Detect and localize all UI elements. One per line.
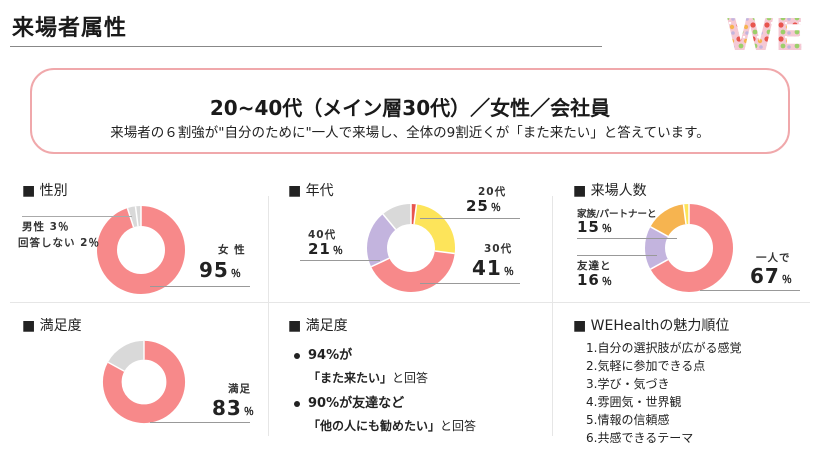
satisfaction-detail-list: 94%が 「また来たい」と回答 90%が友達など 「他の人にも勧めたい」と回答 [294,344,476,434]
age-separator-4 [370,257,390,268]
satisfaction-detail-item-2-quote: 「他の人にも勧めたい」と回答 [308,419,477,433]
age-separator-3 [434,250,455,255]
svg-text:WE: WE [726,10,805,56]
bullet-icon [294,352,300,359]
summary-headline: 20~40代（メイン層30代）／女性／会社員 [209,96,611,120]
companions-family-underline [577,238,677,239]
ranking-item-1: 1.自分の選択肢が広がる感覚 [586,341,742,355]
companions-friends-value: 16 ％ [577,271,613,289]
gender-male-label: 男性 3％ [22,221,70,233]
page-title: 来場者属性 [12,16,128,41]
age-40s-underline [300,260,380,261]
satisfaction-section-title: ■ 満足度 [22,318,82,334]
ranking-item-5: 5.情報の信頼感 [586,413,670,427]
age-separator-5 [382,213,397,230]
age-slice-2 [367,204,455,292]
companions-donut-chart [645,204,733,292]
companions-separator-3 [650,226,669,238]
companions-friends-underline [577,255,657,256]
age-40s-label: 40代 [308,229,337,241]
satisfaction-donut-chart [102,340,186,424]
satisfaction-value: 83 ％ [212,396,255,420]
bullet-icon [294,400,300,407]
gender-female-underline [150,286,250,287]
ranking-item-6: 6.共感できるテーマ [586,431,694,445]
companions-alone-label: 一人で [756,252,791,264]
companions-section-title: ■ 来場人数 [573,183,647,199]
gender-slice-1 [97,206,185,294]
age-20s-value: 25 ％ [466,197,502,215]
age-40s-value: 21 ％ [308,240,344,258]
ranking-list: 1.自分の選択肢が広がる感覚 2.気軽に参加できる点 3.学び・気づき 4.雰囲… [586,339,741,447]
age-20s-label: 20代 [478,186,507,198]
age-donut-chart [367,204,455,292]
age-separator-2 [413,204,418,225]
title-divider [10,46,602,47]
companions-family-value: 15 ％ [577,218,613,236]
satisfaction-detail-item-1: 94%が [294,344,476,363]
age-slice-3 [367,204,455,292]
companions-slice-2 [645,204,733,292]
gender-male-leader [22,216,132,217]
companions-family-label: 家族/パートナーと [577,209,657,220]
we-logo: WE [726,10,805,56]
gender-separator-3 [134,206,139,227]
satisfaction-slices [102,340,186,424]
ranking-section-title: ■ WEHealthの魅力順位 [573,318,730,334]
gender-slices [97,206,185,294]
age-section-title: ■ 年代 [288,183,334,199]
satisfaction-separator-2 [107,361,125,372]
companions-alone-underline [700,290,800,291]
companions-alone-value: 67 ％ [750,264,793,288]
satisfaction-detail-section-title: ■ 満足度 [288,318,348,334]
age-30s-label: 30代 [484,243,513,255]
gender-section-title: ■ 性別 [22,183,68,199]
gender-female-value: 95 ％ [199,258,242,282]
companions-friends-label: 友達と [577,260,612,272]
satisfaction-underline [150,422,250,423]
companions-separator-2 [650,258,669,270]
gender-female-label: 女 性 [218,244,246,256]
satisfaction-label: 満足 [228,383,251,395]
age-20s-underline [420,218,520,219]
satisfaction-detail-item-1-quote: 「また来たい」と回答 [308,371,429,385]
gender-donut-chart [97,206,185,294]
age-30s-underline [420,283,520,284]
satisfaction-detail-item-2: 90%が友達など [294,392,476,411]
age-slices [367,204,455,292]
grid-col-divider-2 [552,196,553,436]
summary-subtext: 来場者の６割強が"自分のために"一人で来場し、全体の9割近くが「また来たい」と答… [110,125,710,141]
gender-separator-2 [126,207,135,228]
summary-box [30,68,790,154]
gender-no-answer-label: 回答しない 2％ [18,237,100,249]
ranking-item-2: 2.気軽に参加できる点 [586,359,706,373]
ranking-item-3: 3.学び・気づき [586,377,670,391]
grid-row-divider [10,302,810,303]
ranking-item-4: 4.雰囲気・世界観 [586,395,682,409]
grid-col-divider-1 [268,196,269,436]
companions-separator-4 [682,204,687,225]
age-slice-4 [367,204,455,292]
age-30s-value: 41 ％ [472,256,515,280]
companions-slices [645,204,733,292]
